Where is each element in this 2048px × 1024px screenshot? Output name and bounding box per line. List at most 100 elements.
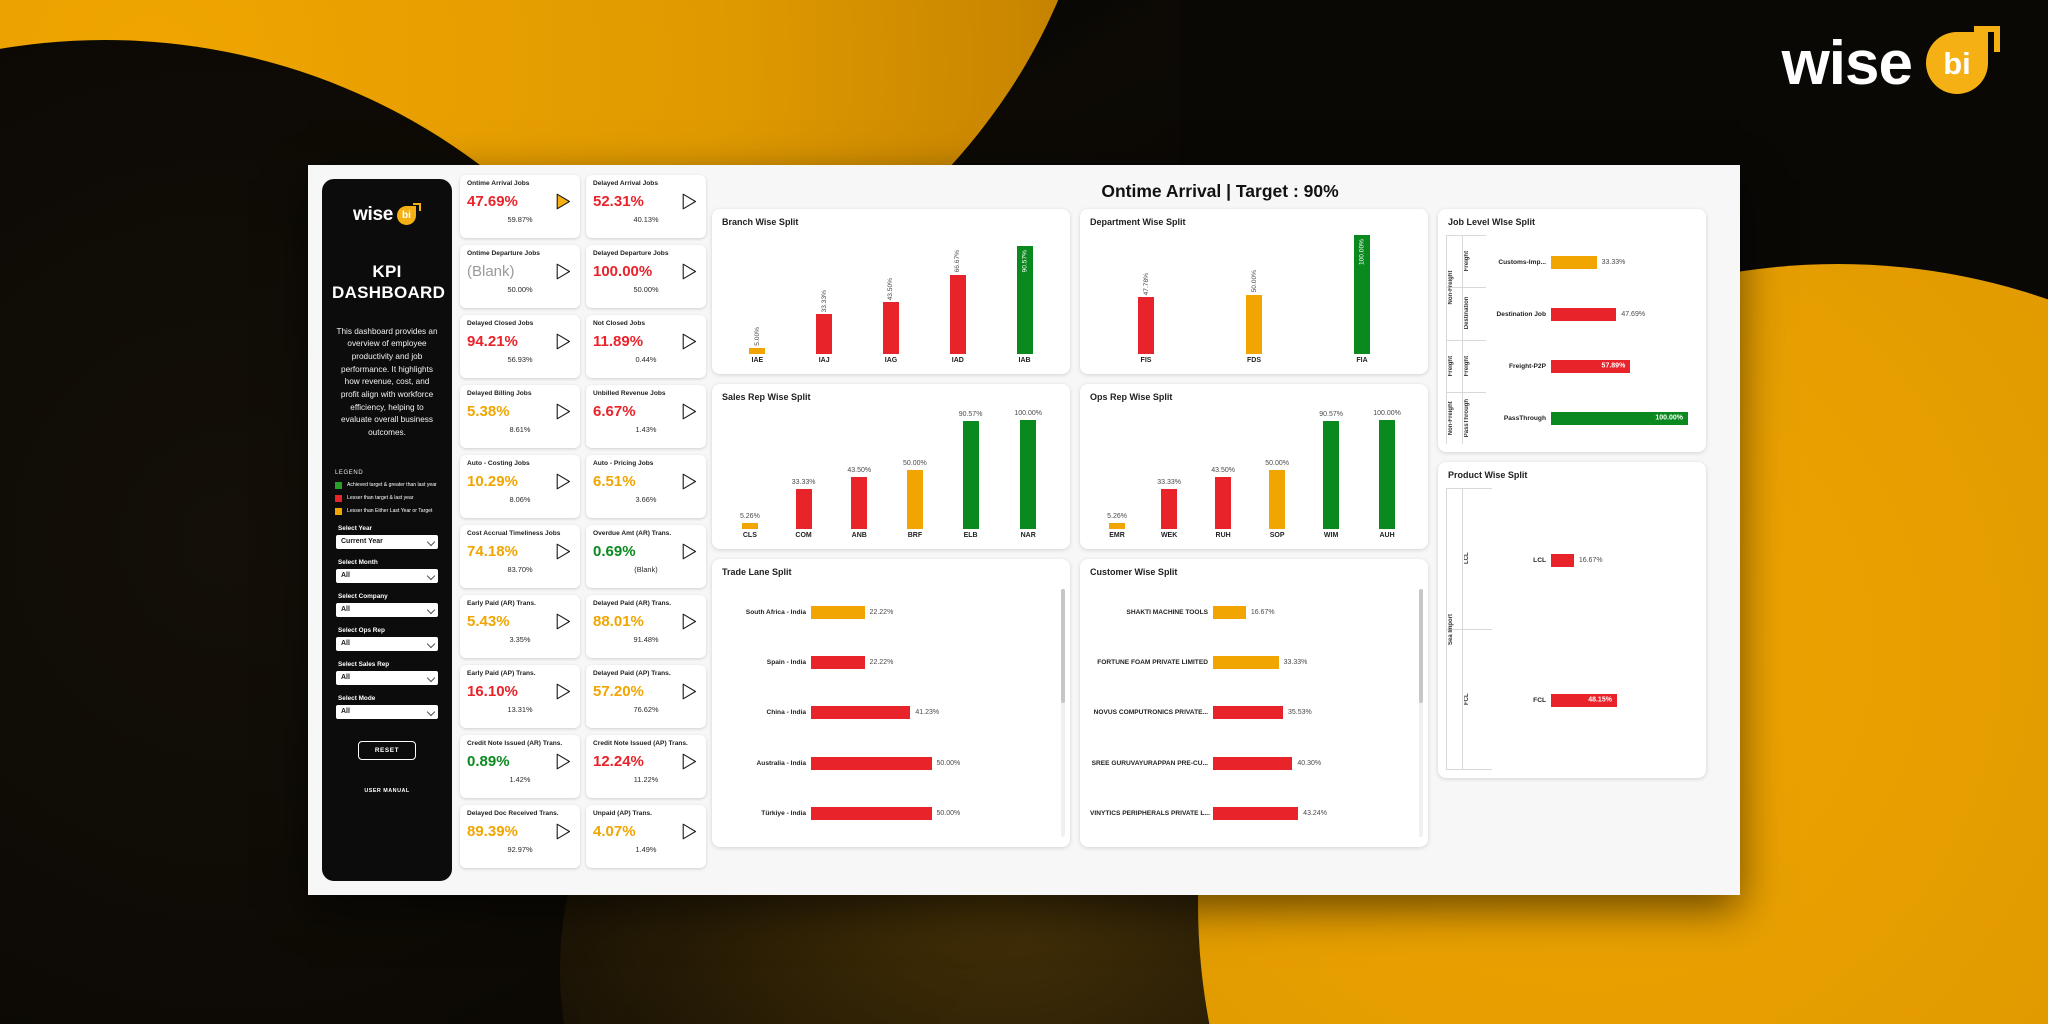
column-bar[interactable]: [1246, 294, 1262, 354]
play-arrow-icon[interactable]: [682, 613, 697, 630]
horizontal-bar-row[interactable]: LCL 16.67%: [1484, 553, 1688, 567]
kpi-card[interactable]: Not Closed Jobs 11.89% 0.44%: [586, 315, 706, 378]
horizontal-bar-row[interactable]: FORTUNE FOAM PRIVATE LIMITED 33.33%: [1090, 656, 1410, 670]
horizontal-bar[interactable]: [1213, 706, 1283, 720]
play-arrow-icon[interactable]: [556, 683, 571, 700]
column-bar[interactable]: [882, 302, 899, 354]
kpi-card[interactable]: Delayed Doc Received Trans. 89.39% 92.97%: [460, 805, 580, 868]
panel-department-wise-split[interactable]: Department Wise Split 47.78% FIS 50.00% FDS 1…: [1080, 209, 1428, 374]
scrollbar[interactable]: [1061, 589, 1065, 837]
column-bar[interactable]: [816, 314, 833, 354]
horizontal-bar[interactable]: 48.15%: [1551, 693, 1617, 707]
horizontal-bar[interactable]: [1551, 256, 1597, 270]
kpi-card[interactable]: Credit Note Issued (AP) Trans. 12.24% 11.2…: [586, 735, 706, 798]
scrollbar-thumb[interactable]: [1061, 589, 1065, 704]
horizontal-bar-row[interactable]: FCL 48.15%: [1484, 693, 1688, 707]
panel-sales-rep-wise-split[interactable]: Sales Rep Wise Split 5.26% CLS 33.33% COM 43.…: [712, 384, 1070, 549]
filter-select[interactable]: Current Year: [336, 534, 438, 549]
kpi-card[interactable]: Delayed Closed Jobs 94.21% 56.93%: [460, 315, 580, 378]
kpi-card[interactable]: Delayed Paid (AP) Trans. 57.20% 76.62%: [586, 665, 706, 728]
kpi-card[interactable]: Overdue Amt (AR) Trans. 0.69% (Blank): [586, 525, 706, 588]
column-chart-item[interactable]: 47.78% FIS: [1138, 235, 1154, 364]
horizontal-bar[interactable]: [811, 756, 932, 770]
horizontal-bar-row[interactable]: NOVUS COMPUTRONICS PRIVATE... 35.53%: [1090, 706, 1410, 720]
horizontal-bar-row[interactable]: Spain - India 22.22%: [722, 656, 1052, 670]
play-arrow-icon[interactable]: [556, 193, 571, 210]
horizontal-bar-row[interactable]: Türkiye - India 50.00%: [722, 807, 1052, 821]
horizontal-bar[interactable]: [811, 656, 865, 670]
horizontal-bar[interactable]: [1551, 308, 1617, 322]
play-arrow-icon[interactable]: [556, 263, 571, 280]
kpi-card[interactable]: Auto - Pricing Jobs 6.51% 3.66%: [586, 455, 706, 518]
column-bar[interactable]: [906, 469, 923, 529]
scrollbar-thumb[interactable]: [1419, 589, 1423, 704]
kpi-card[interactable]: Delayed Arrival Jobs 52.31% 40.13%: [586, 175, 706, 238]
horizontal-bar[interactable]: [1213, 605, 1246, 619]
kpi-card[interactable]: Delayed Paid (AR) Trans. 88.01% 91.48%: [586, 595, 706, 658]
horizontal-bar-row[interactable]: VINYTICS PERIPHERALS PRIVATE L... 43.24%: [1090, 807, 1410, 821]
horizontal-bar-row[interactable]: Australia - India 50.00%: [722, 756, 1052, 770]
filter-select[interactable]: All: [336, 670, 438, 685]
reset-button[interactable]: RESET: [357, 740, 417, 760]
column-bar[interactable]: [851, 477, 868, 529]
horizontal-bar[interactable]: [1213, 756, 1293, 770]
play-arrow-icon[interactable]: [682, 753, 697, 770]
horizontal-bar-row[interactable]: SHAKTI MACHINE TOOLS 16.67%: [1090, 605, 1410, 619]
column-chart-item[interactable]: 43.50% RUH: [1211, 410, 1235, 539]
play-arrow-icon[interactable]: [682, 193, 697, 210]
column-chart-item[interactable]: 100.00% AUH: [1373, 410, 1401, 539]
column-bar[interactable]: 100.00%: [1354, 235, 1370, 354]
play-arrow-icon[interactable]: [682, 683, 697, 700]
play-arrow-icon[interactable]: [556, 403, 571, 420]
horizontal-bar-row[interactable]: China - India 41.23%: [722, 706, 1052, 720]
horizontal-bar[interactable]: 57.89%: [1551, 359, 1631, 373]
horizontal-bar-row[interactable]: Freight-P2P 57.89%: [1484, 359, 1688, 373]
horizontal-bar[interactable]: 100.00%: [1551, 411, 1688, 425]
scrollbar[interactable]: [1419, 589, 1423, 837]
column-chart-item[interactable]: 90.57% IAB: [1016, 235, 1033, 364]
column-bar[interactable]: [749, 348, 766, 354]
column-chart-item[interactable]: 50.00% BRF: [903, 410, 927, 540]
filter-select[interactable]: All: [336, 704, 438, 719]
panel-product-wise-split[interactable]: Product Wise Split LCL 16.67% FCL 48.15% LCL F…: [1438, 462, 1706, 778]
play-arrow-icon[interactable]: [682, 333, 697, 350]
column-chart-item[interactable]: 5.26% EMR: [1107, 410, 1127, 539]
column-chart-item[interactable]: 43.50% ANB: [847, 410, 871, 539]
horizontal-bar[interactable]: [1213, 807, 1299, 821]
column-bar[interactable]: [1323, 421, 1340, 529]
play-arrow-icon[interactable]: [556, 823, 571, 840]
column-chart-item[interactable]: 5.26% CLS: [740, 410, 760, 539]
panel-job-level-wise-split[interactable]: Job Level WIse Split Customs-Imp... 33.33%…: [1438, 209, 1706, 452]
filter-select[interactable]: All: [336, 636, 438, 651]
column-bar[interactable]: [1161, 489, 1178, 529]
kpi-card[interactable]: Delayed Billing Jobs 5.38% 8.61%: [460, 385, 580, 448]
column-chart-item[interactable]: 90.57% ELB: [959, 410, 983, 539]
play-arrow-icon[interactable]: [682, 543, 697, 560]
kpi-card[interactable]: Credit Note Issued (AR) Trans. 0.89% 1.42%: [460, 735, 580, 798]
play-arrow-icon[interactable]: [556, 473, 571, 490]
horizontal-bar[interactable]: [1213, 656, 1279, 670]
play-arrow-icon[interactable]: [556, 613, 571, 630]
kpi-card[interactable]: Unbilled Revenue Jobs 6.67% 1.43%: [586, 385, 706, 448]
play-arrow-icon[interactable]: [682, 473, 697, 490]
column-chart-item[interactable]: 33.33% IAJ: [816, 235, 833, 364]
horizontal-bar-row[interactable]: SREE GURUVAYURAPPAN PRE-CU... 40.30%: [1090, 756, 1410, 770]
column-bar[interactable]: [1269, 469, 1286, 529]
horizontal-bar[interactable]: [811, 807, 932, 821]
column-bar[interactable]: 90.57%: [1016, 246, 1033, 354]
kpi-card[interactable]: Early Paid (AP) Trans. 16.10% 13.31%: [460, 665, 580, 728]
play-arrow-icon[interactable]: [682, 403, 697, 420]
play-arrow-icon[interactable]: [682, 263, 697, 280]
kpi-card[interactable]: Unpaid (AP) Trans. 4.07% 1.49%: [586, 805, 706, 868]
play-arrow-icon[interactable]: [556, 753, 571, 770]
filter-select[interactable]: All: [336, 568, 438, 583]
kpi-card[interactable]: Auto - Costing Jobs 10.29% 8.06%: [460, 455, 580, 518]
user-manual-link[interactable]: USER MANUAL: [364, 787, 410, 794]
column-chart-item[interactable]: 50.00% SOP: [1265, 410, 1289, 540]
column-chart-item[interactable]: 100.00% NAR: [1014, 410, 1042, 539]
kpi-card[interactable]: Early Paid (AR) Trans. 5.43% 3.35%: [460, 595, 580, 658]
filter-select[interactable]: All: [336, 602, 438, 617]
panel-customer-wise-split[interactable]: Customer Wise Split SHAKTI MACHINE TOOLS 1…: [1080, 559, 1428, 847]
kpi-card[interactable]: Delayed Departure Jobs 100.00% 50.00%: [586, 245, 706, 308]
column-chart-item[interactable]: 50.00% FDS: [1246, 235, 1262, 364]
